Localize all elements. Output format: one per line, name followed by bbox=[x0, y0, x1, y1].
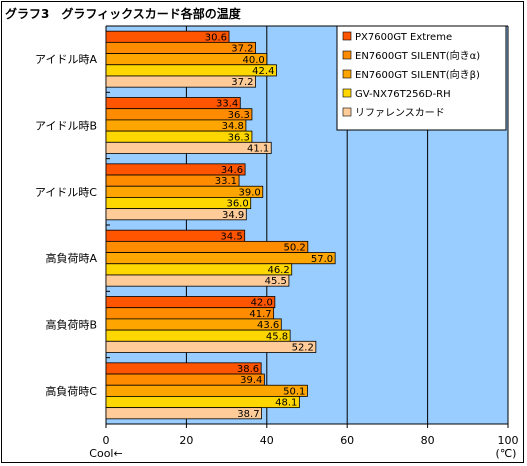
bar-value-label: 41.1 bbox=[247, 144, 269, 155]
category-label: 高負荷時B bbox=[45, 318, 97, 332]
bar-value-label: 39.4 bbox=[240, 375, 262, 386]
x-tick-label: 100 bbox=[498, 434, 519, 447]
legend-box bbox=[336, 25, 507, 131]
x-tick-label: 60 bbox=[340, 434, 354, 447]
bar-value-label: 34.5 bbox=[220, 231, 242, 242]
bar-value-label: 42.4 bbox=[252, 66, 274, 77]
category-label: アイドル時A bbox=[35, 53, 97, 66]
bar-value-label: 34.9 bbox=[222, 210, 244, 221]
bar-value-label: 36.0 bbox=[226, 199, 248, 210]
bar-value-label: 36.3 bbox=[228, 132, 250, 143]
bar-value-label: 48.1 bbox=[275, 398, 297, 409]
bar-value-label: 43.6 bbox=[257, 320, 279, 331]
bar bbox=[105, 252, 336, 265]
bar bbox=[105, 296, 276, 309]
bar-value-label: 33.4 bbox=[216, 99, 238, 110]
category-label: 高負荷時C bbox=[45, 384, 97, 398]
bar-value-label: 38.6 bbox=[237, 364, 259, 375]
legend-swatch bbox=[342, 31, 352, 41]
bar-value-label: 52.2 bbox=[292, 343, 314, 354]
legend-label: GV-NX76T256D-RH bbox=[355, 89, 451, 100]
bar bbox=[105, 64, 277, 77]
bar bbox=[105, 274, 290, 287]
x-tick-label: 80 bbox=[421, 434, 435, 447]
bar-value-label: 40.0 bbox=[243, 55, 265, 66]
x-tick-label: 40 bbox=[260, 434, 274, 447]
legend-swatch bbox=[342, 88, 352, 98]
bar-value-label: 50.2 bbox=[284, 243, 306, 254]
bar bbox=[105, 396, 300, 409]
bar bbox=[105, 240, 309, 253]
bar-value-label: 34.8 bbox=[222, 121, 244, 132]
legend-label: EN7600GT SILENT(向きβ) bbox=[355, 68, 480, 81]
bar-value-label: 41.7 bbox=[249, 309, 271, 320]
bar bbox=[105, 384, 308, 397]
bar-value-label: 36.3 bbox=[228, 110, 250, 121]
legend-label: リファレンスカード bbox=[355, 107, 445, 119]
chart-title: グラフ3 グラフィックスカード各部の温度 bbox=[5, 7, 241, 21]
legend-swatch bbox=[342, 107, 352, 117]
bar-value-label: 45.8 bbox=[266, 331, 288, 342]
bar bbox=[105, 407, 262, 420]
legend-label: EN7600GT SILENT(向きα) bbox=[355, 49, 480, 62]
bar-value-label: 42.0 bbox=[251, 298, 273, 309]
category-label: 高負荷時A bbox=[45, 251, 97, 265]
legend-label: PX7600GT Extreme bbox=[355, 32, 452, 43]
bar-value-label: 38.7 bbox=[237, 409, 259, 420]
bar-value-label: 34.6 bbox=[221, 165, 243, 176]
legend-swatch bbox=[342, 50, 352, 60]
bar-value-label: 30.6 bbox=[205, 32, 227, 43]
category-label: アイドル時C bbox=[35, 186, 97, 199]
bar-value-label: 39.0 bbox=[239, 187, 261, 198]
bar-value-label: 46.2 bbox=[267, 265, 289, 276]
bar-value-label: 50.1 bbox=[283, 386, 305, 397]
x-axis-unit: (℃) bbox=[496, 447, 517, 460]
bar-value-label: 37.2 bbox=[231, 77, 253, 88]
x-tick-label: 0 bbox=[103, 434, 110, 447]
bar bbox=[105, 329, 291, 342]
bar-value-label: 33.1 bbox=[215, 176, 237, 187]
legend-swatch bbox=[342, 69, 352, 79]
bar bbox=[105, 263, 293, 276]
bar-value-label: 45.5 bbox=[265, 276, 287, 287]
bar bbox=[105, 340, 317, 353]
x-axis-label-cool: Cool← bbox=[89, 447, 122, 460]
bar-value-label: 57.0 bbox=[311, 254, 333, 265]
bar bbox=[105, 318, 282, 331]
bar bbox=[105, 75, 256, 88]
bar-value-label: 37.2 bbox=[231, 44, 253, 55]
x-tick-label: 20 bbox=[179, 434, 193, 447]
category-label: アイドル時B bbox=[35, 120, 97, 133]
bar bbox=[105, 208, 247, 221]
bar bbox=[105, 141, 272, 154]
